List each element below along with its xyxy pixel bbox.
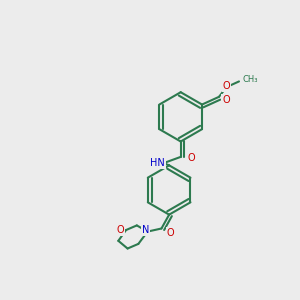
Text: O: O <box>167 228 175 238</box>
Text: O: O <box>222 95 230 105</box>
Text: HN: HN <box>150 158 165 168</box>
Text: O: O <box>188 153 195 164</box>
Text: O: O <box>223 81 230 91</box>
Text: CH₃: CH₃ <box>243 75 258 84</box>
Text: N: N <box>142 225 149 235</box>
Text: O: O <box>116 225 124 235</box>
